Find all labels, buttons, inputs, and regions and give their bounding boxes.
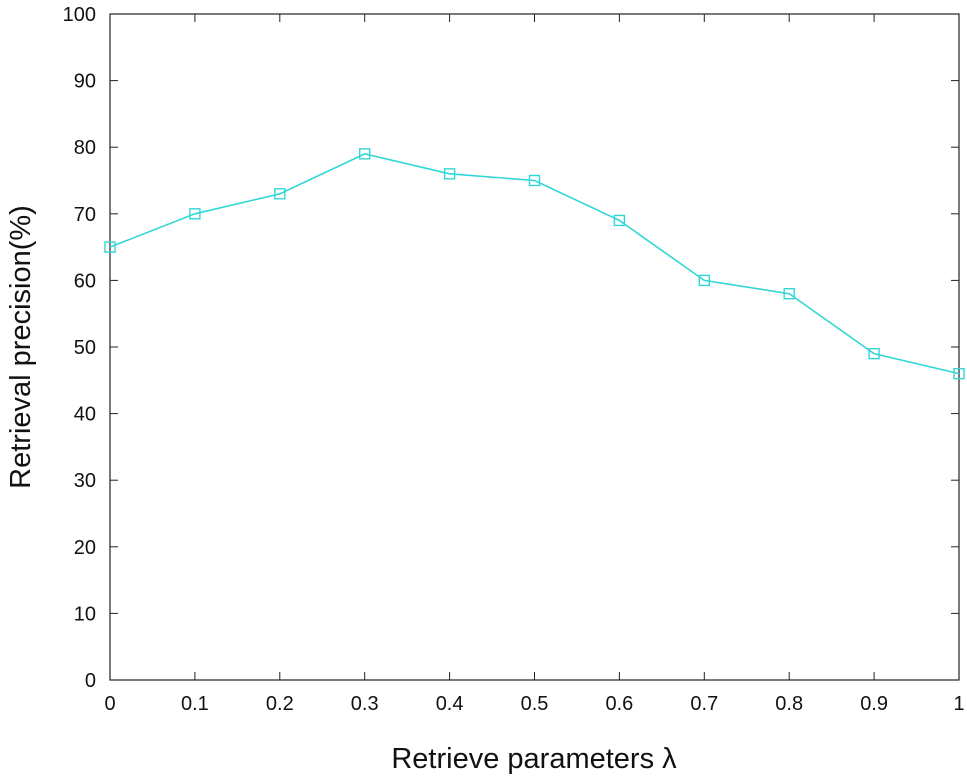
x-tick-label: 0.9 (860, 693, 888, 715)
x-tick-label: 0 (104, 693, 115, 715)
y-tick-label: 30 (74, 470, 96, 492)
y-tick-label: 60 (74, 270, 96, 292)
data-point-marker (443, 168, 456, 180)
x-tick-label: 0.2 (266, 693, 294, 715)
y-tick-label: 0 (85, 670, 96, 692)
y-tick-label: 50 (74, 337, 96, 359)
plot-frame (109, 13, 960, 681)
y-tick-label: 70 (74, 204, 96, 226)
data-point-marker (698, 274, 710, 287)
x-axis: 0 0.1 0.2 0.3 0.4 0.5 0.6 0.7 0.8 0.9 1 (104, 14, 965, 715)
x-tick-label: 0.1 (181, 693, 209, 715)
y-tick-label: 40 (74, 404, 96, 426)
y-tick-label: 20 (74, 537, 96, 559)
x-tick-label: 0.7 (690, 693, 718, 715)
data-point-marker (528, 174, 541, 187)
x-tick-label: 1 (953, 693, 964, 715)
x-axis-label: Retrieve parameters λ (391, 743, 677, 775)
data-point-marker (953, 367, 965, 380)
series-group (104, 148, 965, 380)
data-point-marker (189, 208, 201, 220)
x-tick-label: 0.4 (436, 693, 464, 715)
data-point-marker (783, 288, 795, 300)
y-axis: 0 10 20 30 40 50 60 70 80 90 100 (63, 4, 959, 692)
x-tick-label: 0.3 (351, 693, 379, 715)
y-tick-label: 90 (74, 71, 96, 93)
data-point-marker (359, 148, 371, 160)
series-line (109, 153, 960, 375)
y-tick-label: 100 (63, 4, 96, 26)
data-point-marker (274, 188, 286, 200)
x-tick-label: 0.6 (605, 693, 633, 715)
data-point-marker (104, 241, 116, 253)
x-tick-label: 0.8 (775, 693, 803, 715)
data-point-marker (868, 347, 880, 360)
x-tick-label: 0.5 (521, 693, 549, 715)
y-tick-label: 80 (74, 137, 96, 159)
y-tick-label: 10 (74, 603, 96, 625)
data-point-marker (613, 214, 626, 227)
y-axis-label: Retrieval precision(%) (5, 205, 37, 489)
